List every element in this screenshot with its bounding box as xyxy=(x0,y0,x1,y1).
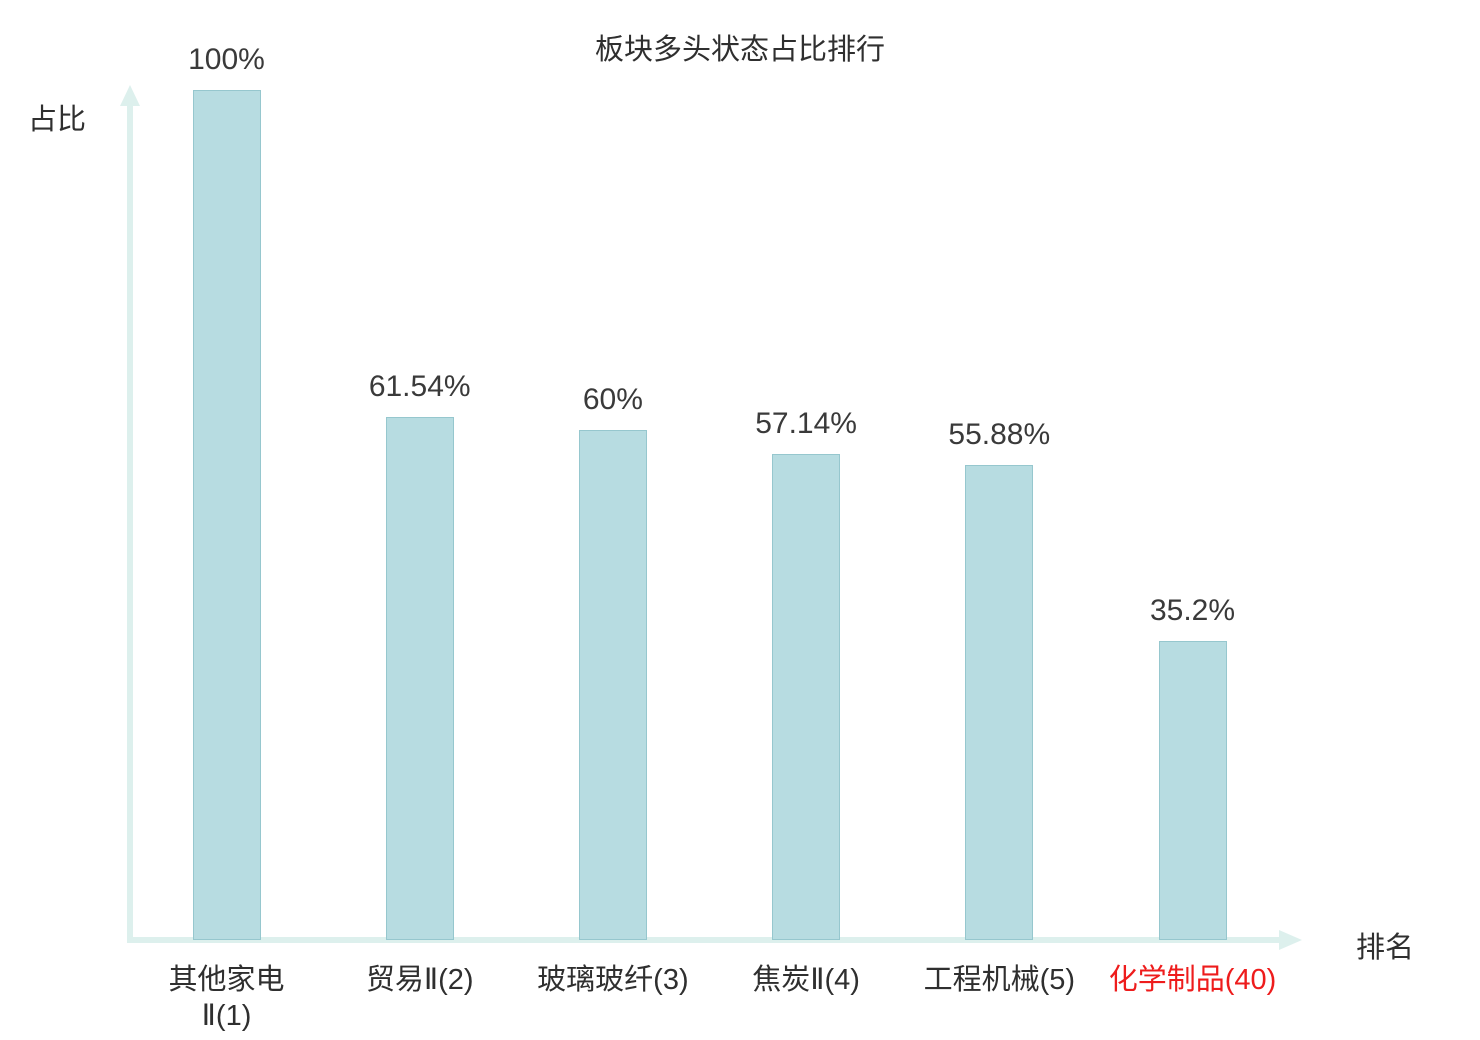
x-axis-arrow-icon xyxy=(1279,930,1302,950)
bar-category-label: 玻璃玻纤(3) xyxy=(537,964,689,996)
bar-category-label: 焦炭Ⅱ(4) xyxy=(752,964,860,996)
bar xyxy=(965,465,1034,940)
bar xyxy=(772,454,841,940)
bar-category-label: 其他家电 Ⅱ(1) xyxy=(168,964,285,1033)
bar xyxy=(192,90,261,940)
bar-value-label: 61.54% xyxy=(368,369,471,403)
bar-category-label: 工程机械(5) xyxy=(923,964,1076,996)
bar xyxy=(578,430,647,940)
y-axis-label: 占比 xyxy=(28,104,87,136)
bar-value-label: 100% xyxy=(188,43,265,76)
bar-category-label: 化学制品(40) xyxy=(1108,964,1277,996)
bar xyxy=(385,416,454,940)
x-axis-label: 排名 xyxy=(1356,932,1415,964)
bar-value-label: 60% xyxy=(582,383,643,416)
y-axis-arrow-icon xyxy=(120,85,140,106)
bar-value-label: 55.88% xyxy=(948,418,1051,452)
bar xyxy=(1158,640,1227,940)
bar-value-label: 35.2% xyxy=(1149,593,1236,627)
bar-value-label: 57.14% xyxy=(755,407,857,441)
chart-title: 板块多头状态占比排行 xyxy=(594,34,885,66)
bar-category-label: 贸易Ⅱ(2) xyxy=(365,964,474,996)
